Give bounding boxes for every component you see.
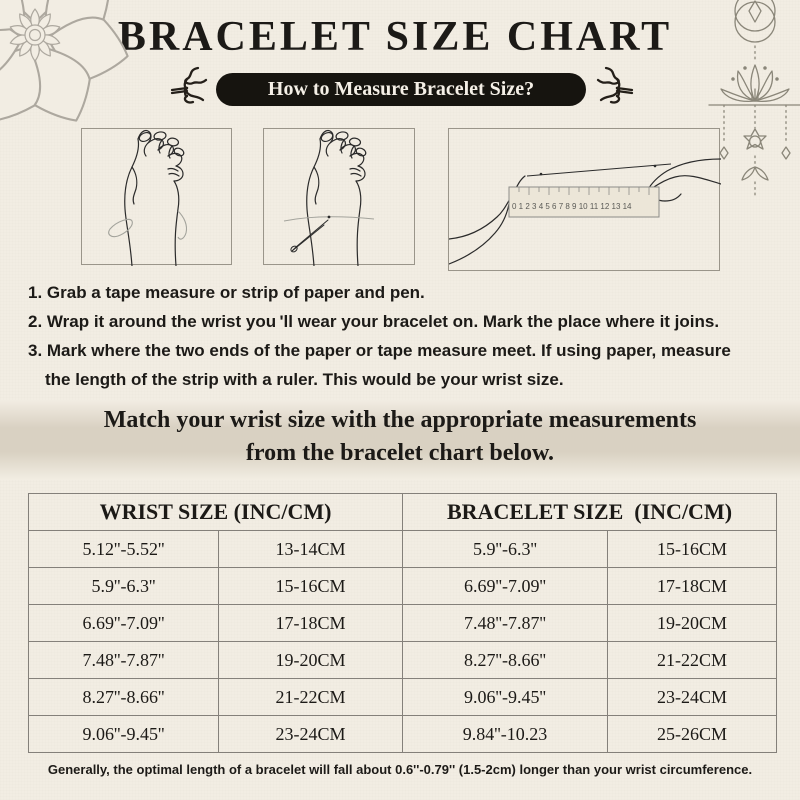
svg-text:0 1 2 3 4 5 6 7 8 9 10 11 12 1: 0 1 2 3 4 5 6 7 8 9 10 11 12 13 14	[512, 202, 632, 211]
